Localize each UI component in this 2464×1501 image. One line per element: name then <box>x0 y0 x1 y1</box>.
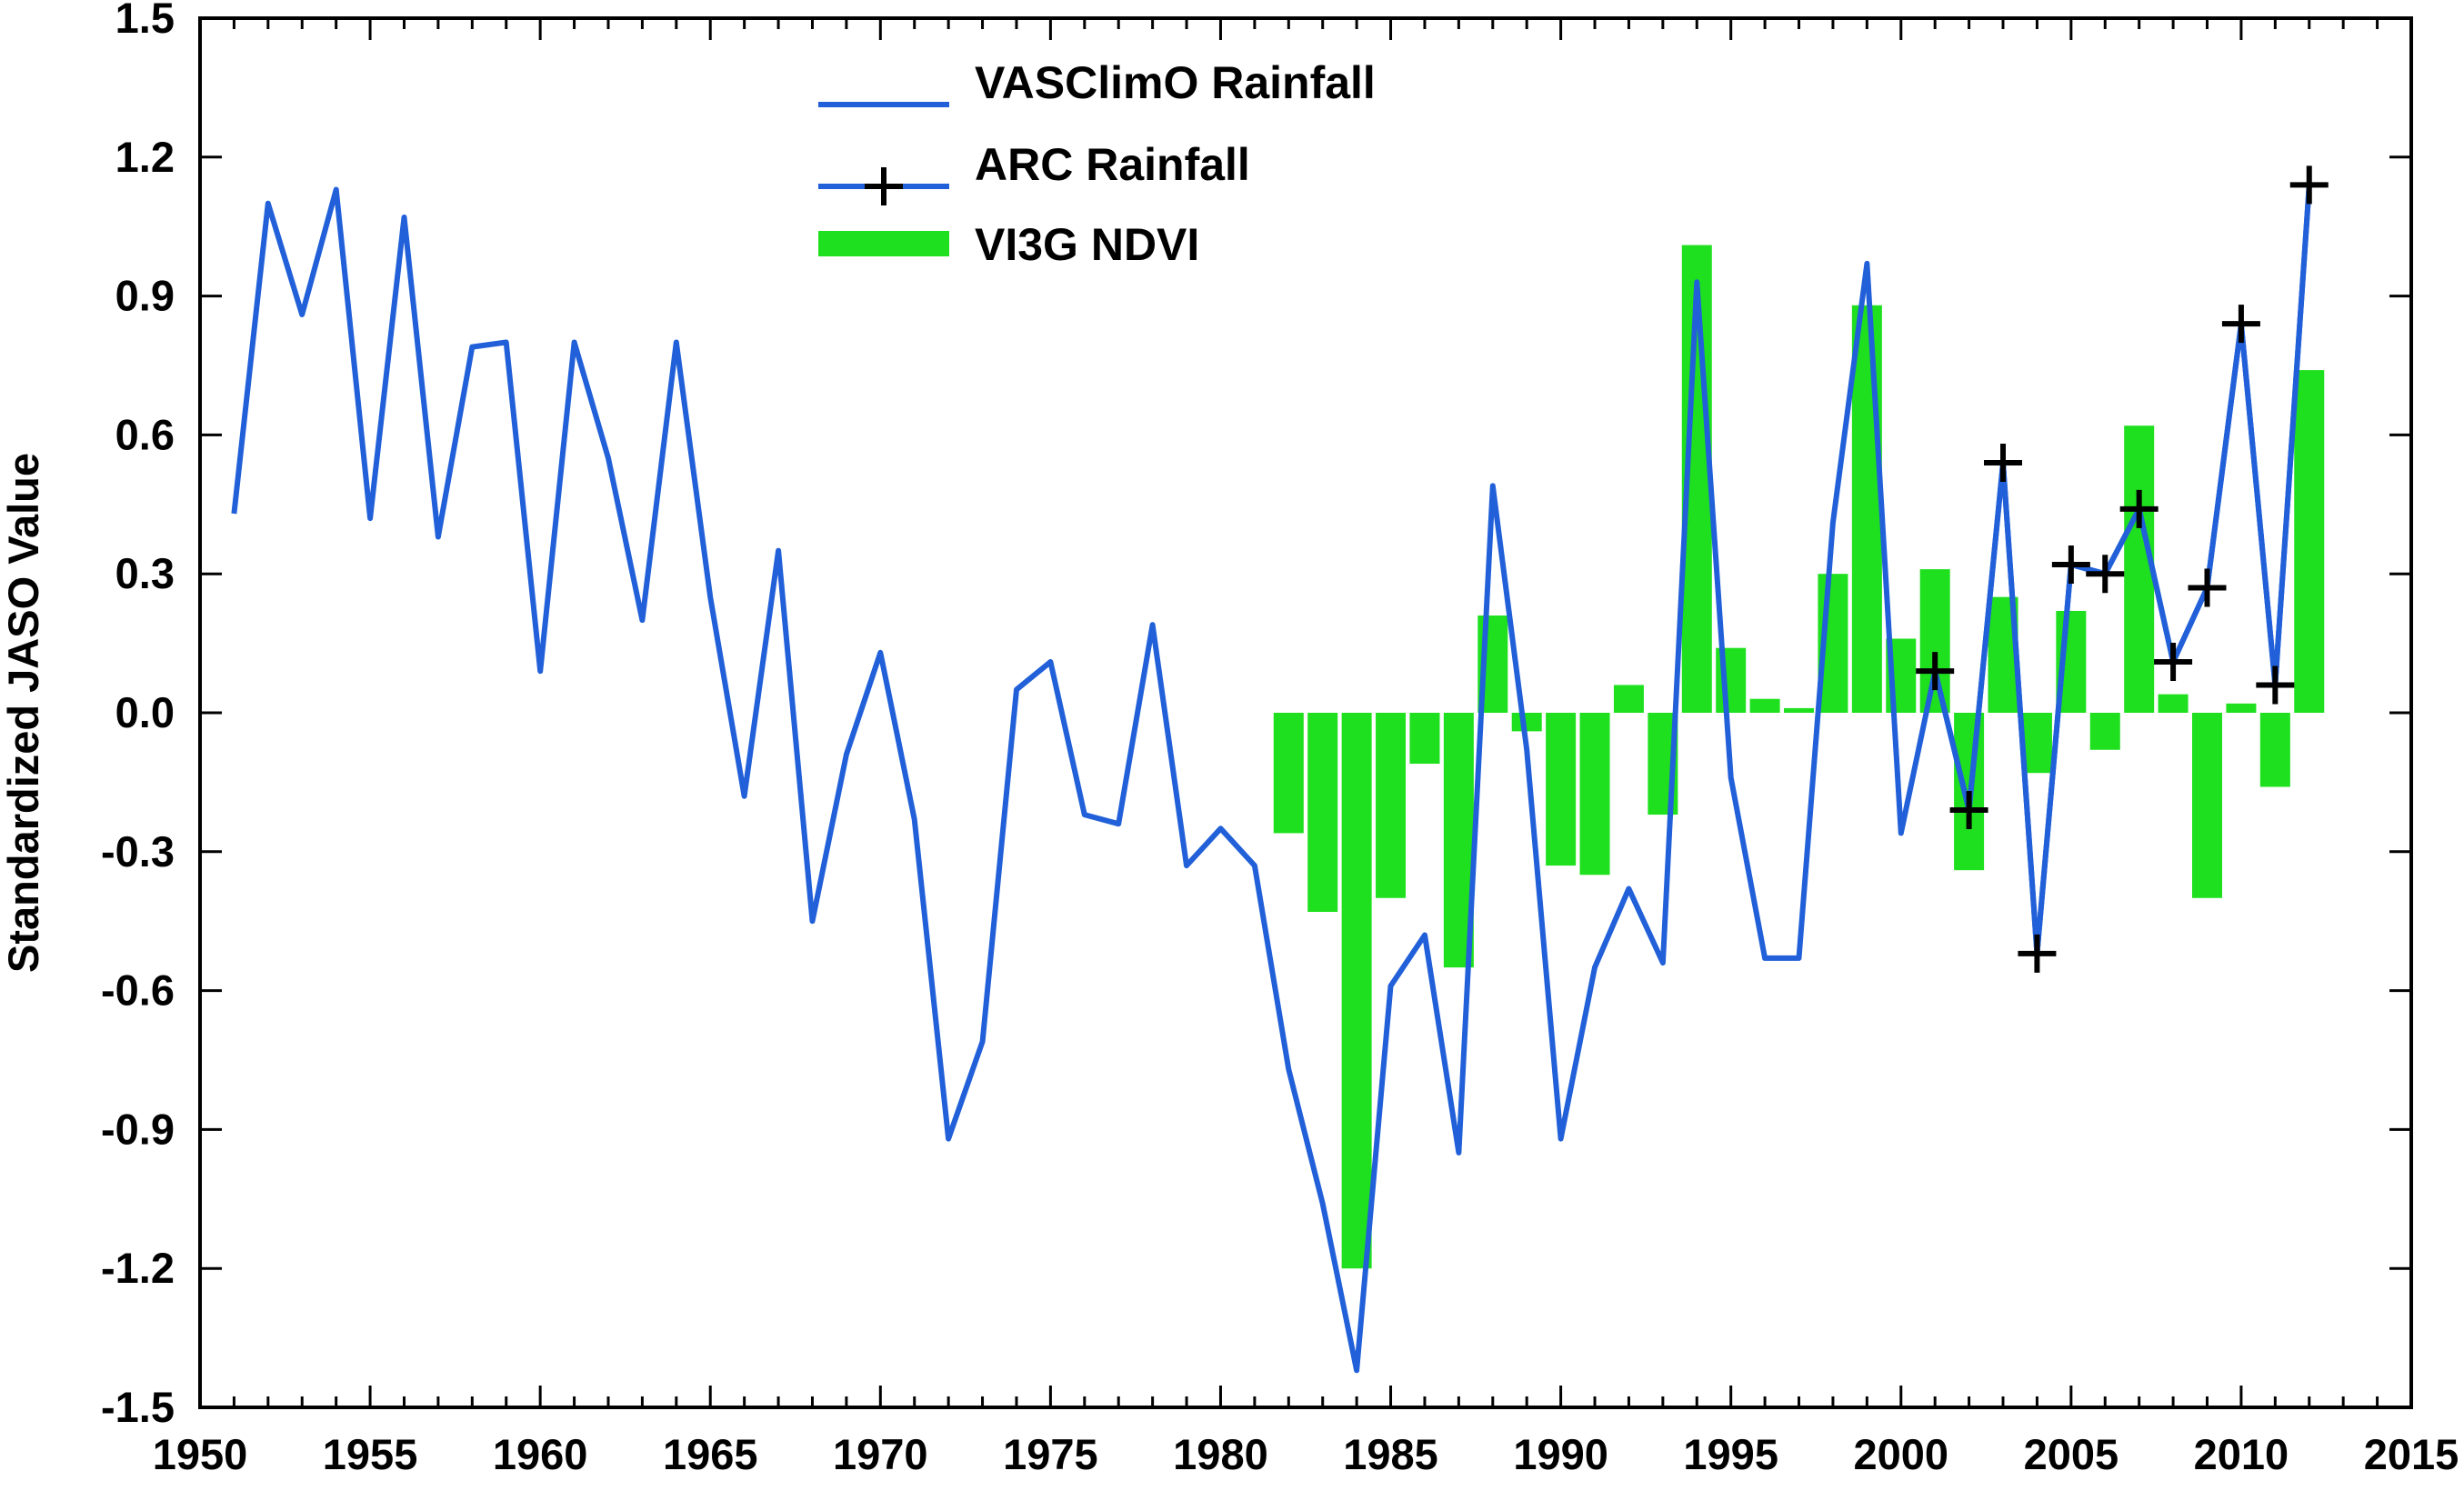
legend-label-1: ARC Rainfall <box>975 139 1250 190</box>
y-tick-label--1.5: -1.5 <box>101 1383 175 1431</box>
ndvi-bar-1983 <box>1307 713 1338 913</box>
y-tick-label-1.2: 1.2 <box>115 133 175 181</box>
x-tick-label-2000: 2000 <box>1853 1430 1948 1478</box>
ndvi-bar-1992 <box>1613 685 1644 713</box>
ndvi-bar-2001 <box>1919 569 1950 713</box>
ndvi-bar-2012 <box>2294 370 2325 713</box>
x-tick-label-1955: 1955 <box>323 1430 418 1478</box>
ndvi-bar-1990 <box>1546 713 1577 866</box>
legend: VASClimO Rainfall ARC Rainfall VI3G NDVI <box>818 57 1376 270</box>
ndvi-bar-2009 <box>2192 713 2223 898</box>
y-tick-label-1.5: 1.5 <box>115 0 175 42</box>
ndvi-bar-1985 <box>1376 713 1407 898</box>
x-tick-label-1990: 1990 <box>1513 1430 1608 1478</box>
x-tick-label-1980: 1980 <box>1173 1430 1268 1478</box>
legend-label-0: VASClimO Rainfall <box>975 57 1376 108</box>
arc-marker-2005 <box>2051 545 2090 585</box>
y-tick-label--0.9: -0.9 <box>101 1105 175 1153</box>
y-tick-label-0.9: 0.9 <box>115 272 175 320</box>
ndvi-bar-1996 <box>1749 698 1780 713</box>
ndvi-bar-2004 <box>2021 713 2052 774</box>
x-tick-label-1995: 1995 <box>1683 1430 1778 1478</box>
ndvi-bar-1984 <box>1341 713 1372 1269</box>
ndvi-bar-2006 <box>2089 713 2120 750</box>
x-tick-label-1950: 1950 <box>153 1430 248 1478</box>
ndvi-bar-1986 <box>1409 713 1440 765</box>
arc-marker-2001 <box>1916 652 1955 691</box>
y-axis-title: Standardized JASO Value <box>0 453 47 973</box>
ndvi-bar-2007 <box>2124 425 2155 713</box>
x-tick-label-2005: 2005 <box>2024 1430 2119 1478</box>
arc-marker-2010 <box>2221 305 2260 344</box>
arc-markers <box>1916 165 2329 973</box>
x-tick-label-1960: 1960 <box>493 1430 588 1478</box>
arc-marker-2008 <box>2154 642 2193 681</box>
legend-item-0: VASClimO Rainfall <box>818 57 1376 108</box>
y-tick-label--0.3: -0.3 <box>101 827 175 876</box>
ndvi-bar-2008 <box>2158 694 2189 713</box>
arc-line <box>1932 185 2312 956</box>
y-tick-label-0: 0.0 <box>115 688 175 736</box>
legend-label-2: VI3G NDVI <box>975 219 1199 270</box>
ndvi-bars <box>1273 245 2325 1269</box>
arc-marker-2006 <box>2086 555 2125 594</box>
x-tick-label-1965: 1965 <box>663 1430 758 1478</box>
ndvi-bar-2011 <box>2259 713 2290 787</box>
ndvi-bar-1991 <box>1579 713 1610 876</box>
legend-item-2: VI3G NDVI <box>818 219 1199 270</box>
y-tick-label-0.6: 0.6 <box>115 410 175 458</box>
legend-item-1: ARC Rainfall <box>818 139 1250 205</box>
x-tick-label-1970: 1970 <box>833 1430 928 1478</box>
x-tick-label-1975: 1975 <box>1003 1430 1098 1478</box>
arc-marker-2003 <box>1984 443 2023 482</box>
legend-swatch-bar <box>818 231 949 256</box>
x-tick-label-2010: 2010 <box>2194 1430 2289 1478</box>
ndvi-bar-1997 <box>1784 707 1815 713</box>
arc-marker-2007 <box>2119 489 2159 528</box>
ndvi-bar-1999 <box>1851 305 1882 713</box>
arc-marker-2012 <box>2289 165 2329 205</box>
arc-marker-2011 <box>2256 665 2295 705</box>
vasclimo-line <box>231 185 2312 1374</box>
arc-marker-2009 <box>2188 568 2227 607</box>
ndvi-bar-1989 <box>1511 713 1542 732</box>
rainfall-lines <box>231 185 2312 1374</box>
x-tick-label-2015: 2015 <box>2364 1430 2459 1478</box>
ndvi-bar-2010 <box>2226 703 2257 713</box>
y-tick-label-0.3: 0.3 <box>115 549 175 597</box>
y-tick-label--0.6: -0.6 <box>101 966 175 1015</box>
arc-marker-2004 <box>2018 934 2057 973</box>
ndvi-bar-1982 <box>1273 713 1304 834</box>
y-tick-label--1.2: -1.2 <box>101 1244 175 1292</box>
arc-marker-2002 <box>1949 790 1988 829</box>
x-tick-label-1985: 1985 <box>1343 1430 1438 1478</box>
